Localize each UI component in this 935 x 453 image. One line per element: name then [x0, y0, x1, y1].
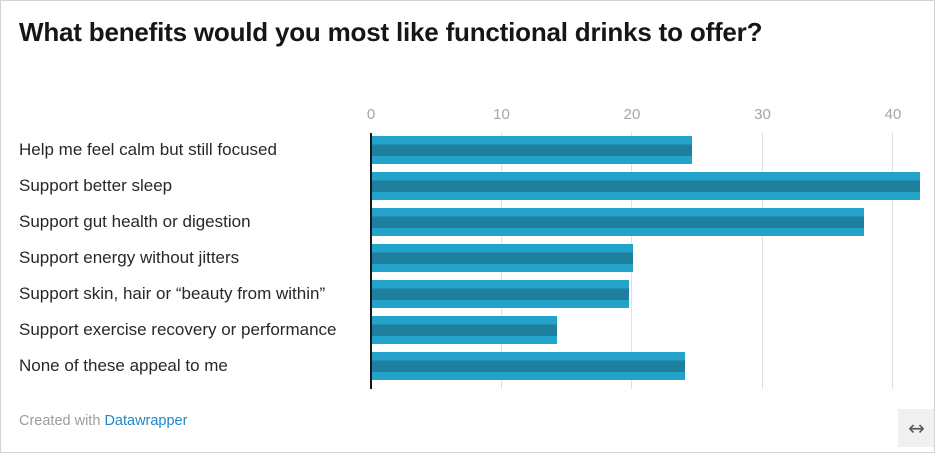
bar: [372, 208, 864, 236]
x-tick-label-40: 40: [884, 106, 902, 123]
bar: [372, 172, 920, 200]
bar: [372, 244, 633, 272]
bar: [372, 316, 557, 344]
bar: [372, 352, 685, 380]
category-label: Support gut health or digestion: [19, 212, 251, 231]
bar: [372, 136, 692, 164]
gridline-x-40: [892, 132, 893, 389]
gridline-x-30: [761, 132, 763, 389]
bar: [372, 280, 629, 308]
resize-button[interactable]: ↔: [898, 409, 934, 447]
x-tick-label-20: 20: [623, 106, 641, 123]
x-tick-label-10: 10: [493, 106, 510, 123]
category-label: Support exercise recovery or performance: [19, 320, 337, 339]
x-tick-label-0: 0: [366, 106, 376, 123]
credit-line: Created with Datawrapper: [19, 413, 187, 429]
category-label: Help me feel calm but still focused: [19, 140, 277, 159]
horizontal-resize-icon: ↔: [908, 416, 925, 440]
category-label: None of these appeal to me: [19, 356, 228, 375]
credit-prefix: Created with: [19, 413, 101, 429]
datawrapper-link[interactable]: Datawrapper: [104, 413, 188, 429]
y-axis-baseline: [370, 133, 372, 389]
x-tick-label-30: 30: [754, 106, 771, 123]
chart-title: What benefits would you most like functi…: [19, 17, 763, 47]
category-label: Support energy without jitters: [19, 248, 240, 267]
category-label: Support skin, hair or “beauty from withi…: [19, 284, 326, 303]
category-label: Support better sleep: [19, 176, 173, 195]
